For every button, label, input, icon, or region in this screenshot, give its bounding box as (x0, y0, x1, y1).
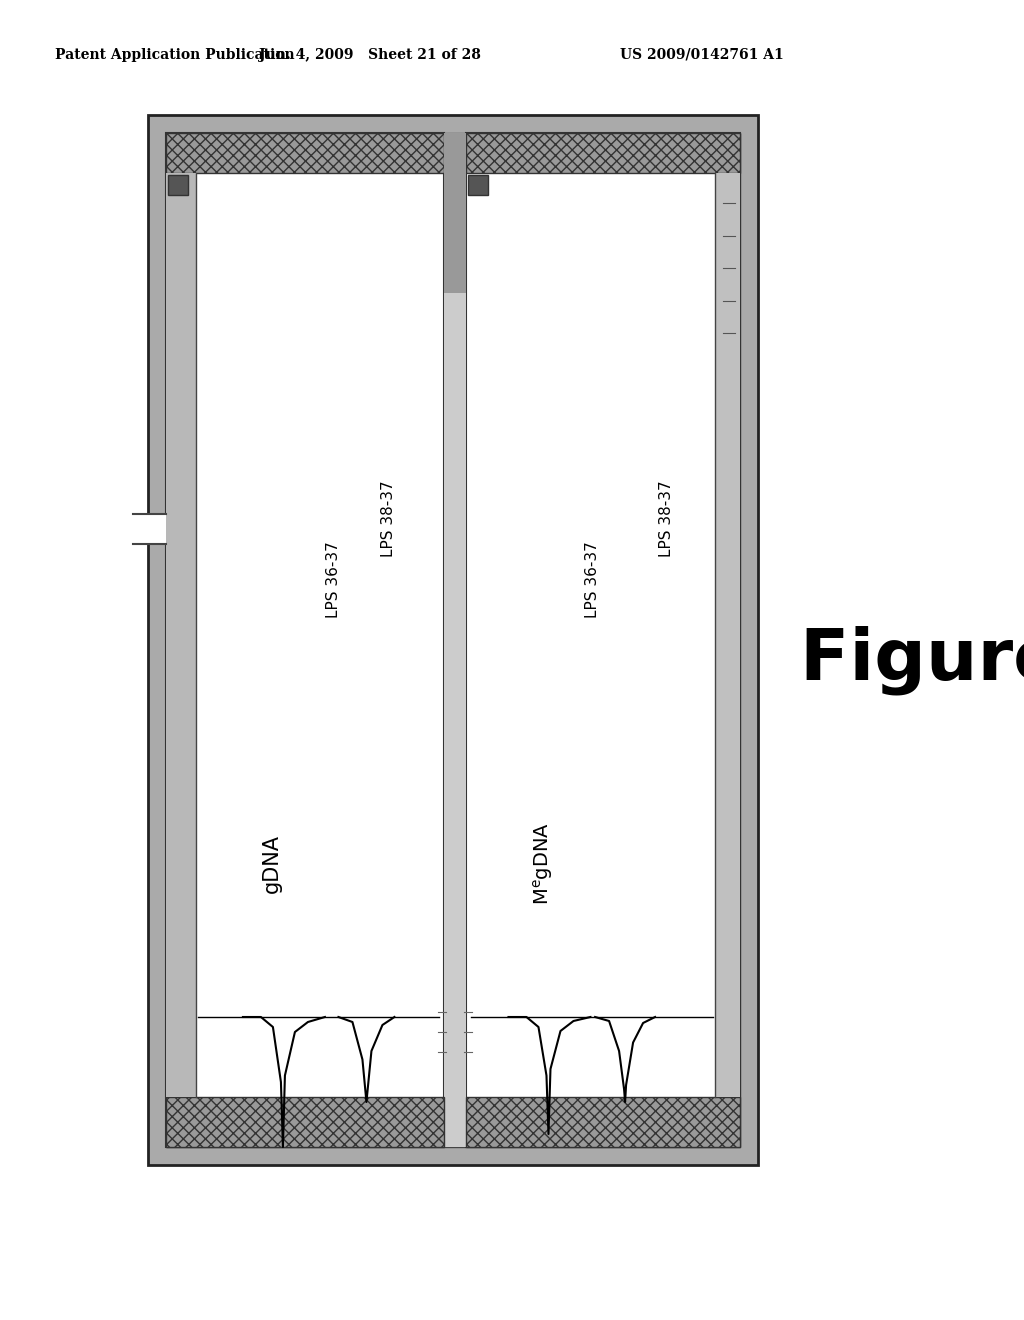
Text: LPS 36-37: LPS 36-37 (585, 541, 600, 618)
Text: Figure 11A: Figure 11A (800, 626, 1024, 694)
Text: LPS 36-37: LPS 36-37 (326, 541, 341, 618)
Text: Patent Application Publication: Patent Application Publication (55, 48, 295, 62)
Bar (166, 133, 444, 173)
Text: gDNA: gDNA (262, 834, 282, 892)
Bar (168, 176, 188, 195)
Bar (166, 133, 740, 1147)
Bar (466, 1097, 740, 1147)
Text: $\mathregular{M^{e}gDNA}$: $\mathregular{M^{e}gDNA}$ (531, 821, 555, 904)
Bar (148, 115, 758, 1166)
Bar (444, 133, 466, 293)
Bar (715, 173, 740, 1097)
Text: US 2009/0142761 A1: US 2009/0142761 A1 (620, 48, 783, 62)
Bar (444, 133, 466, 1147)
Text: Jun. 4, 2009   Sheet 21 of 28: Jun. 4, 2009 Sheet 21 of 28 (259, 48, 481, 62)
Text: LPS 38-37: LPS 38-37 (381, 480, 396, 557)
Bar (466, 133, 740, 173)
Bar (166, 173, 196, 1097)
Text: LPS 38-37: LPS 38-37 (658, 480, 674, 557)
Bar (466, 133, 740, 1147)
Bar (468, 176, 488, 195)
Bar (166, 1097, 444, 1147)
Bar (166, 133, 444, 1147)
Bar (133, 513, 166, 544)
